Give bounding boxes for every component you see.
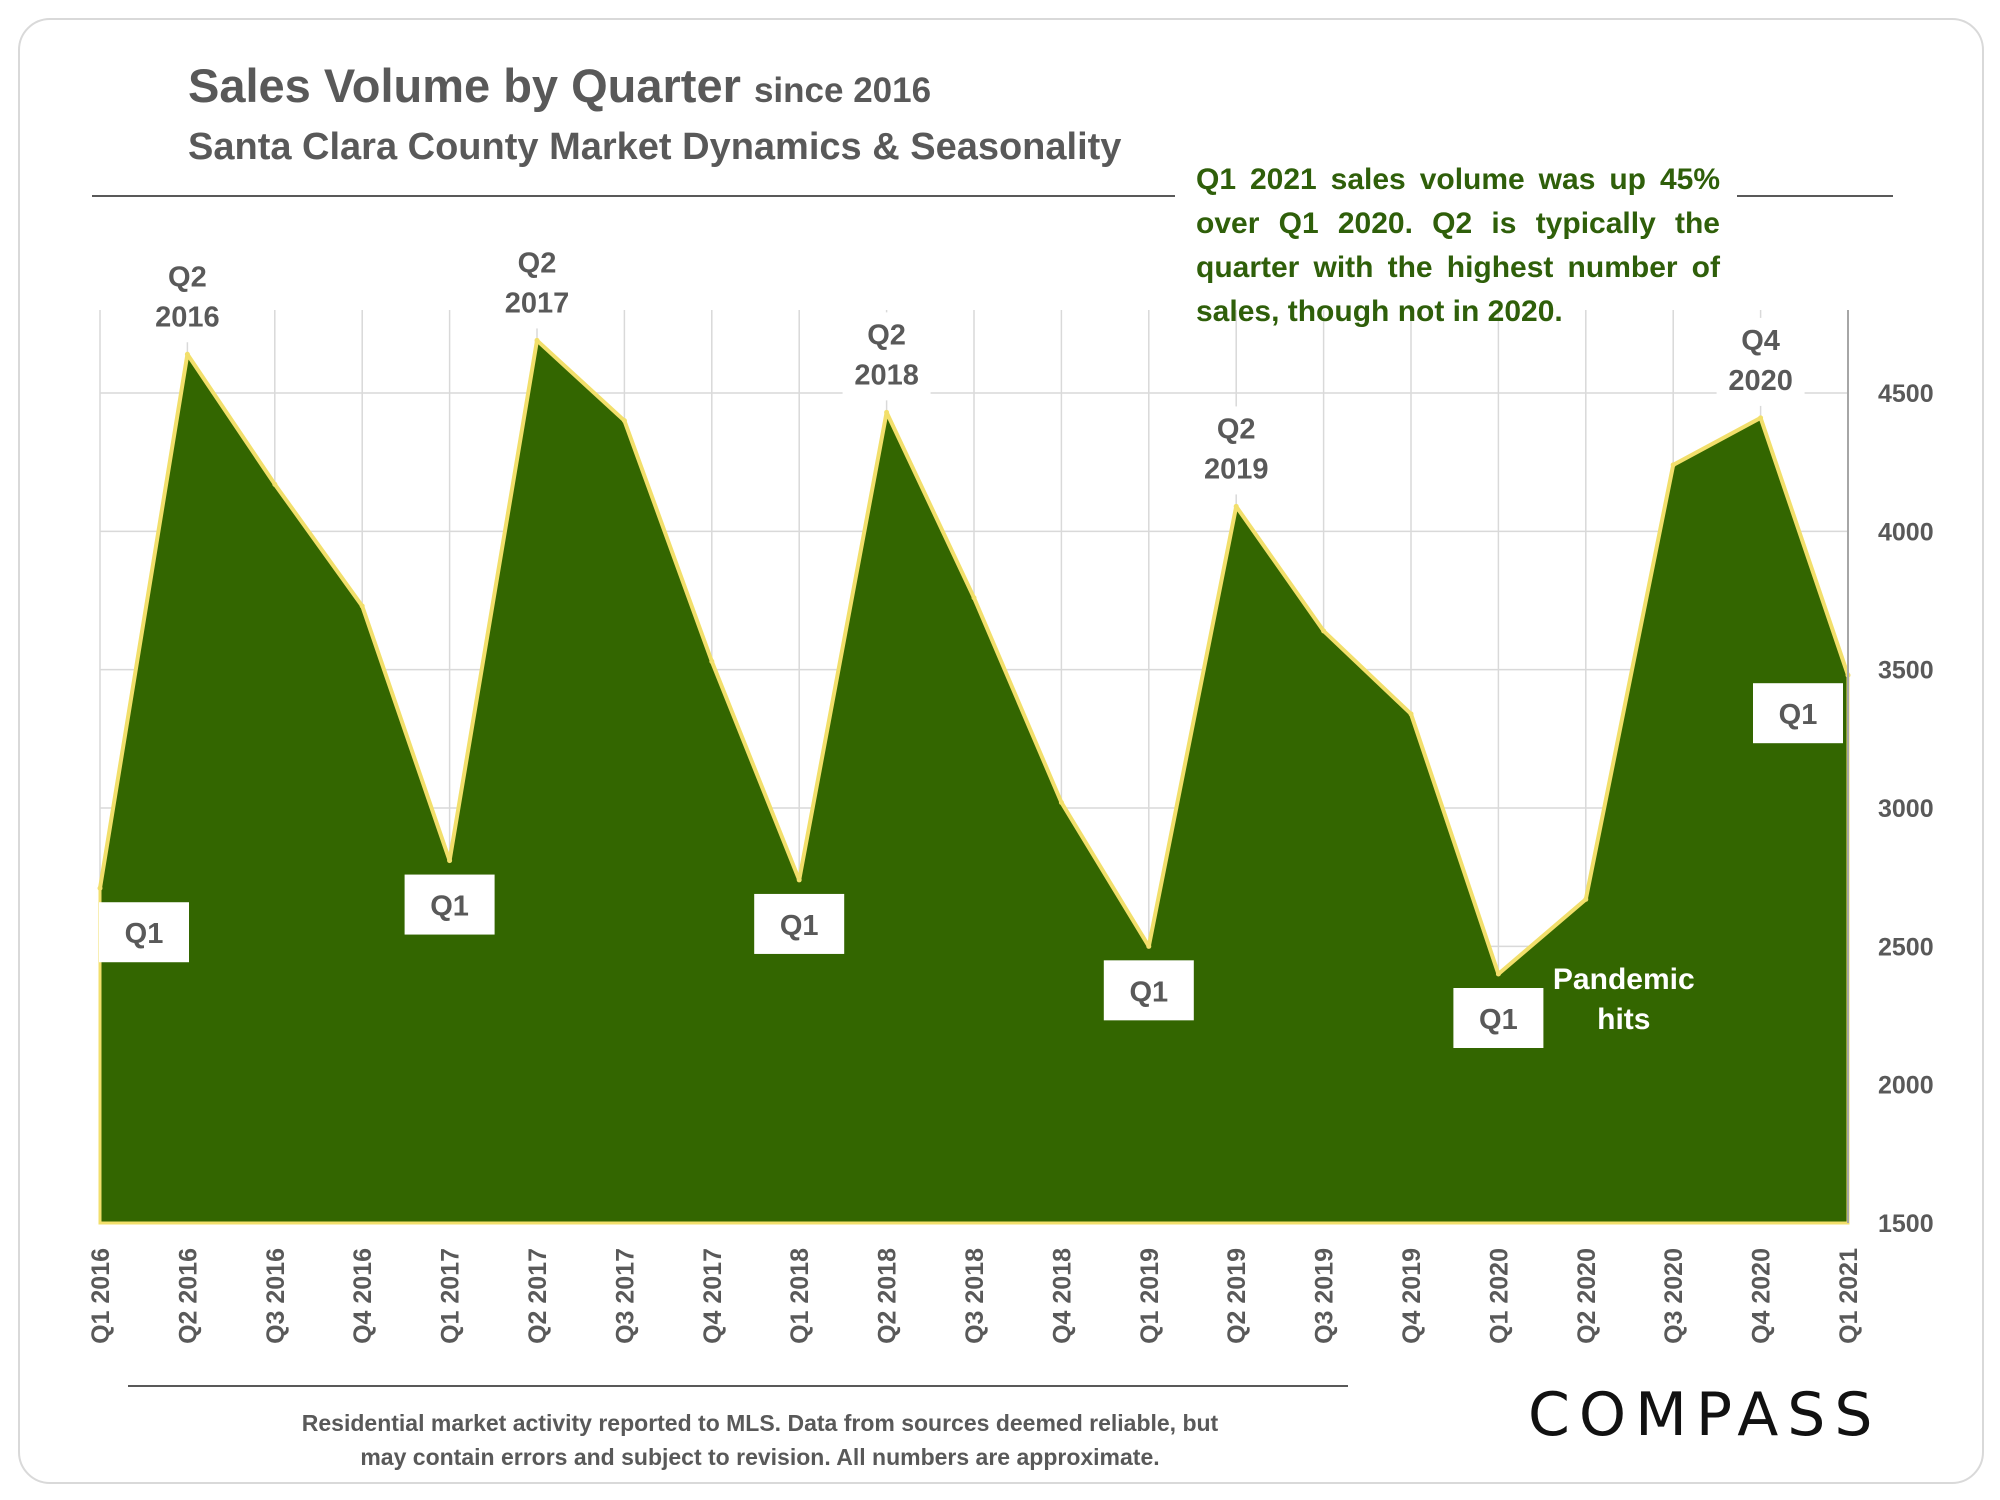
peak-label-bg — [493, 240, 581, 329]
y-tick-label: 3000 — [1878, 795, 1934, 823]
area-series — [100, 340, 1848, 1223]
footer-disclaimer: Residential market activity reported to … — [200, 1406, 1320, 1474]
peak-label-bg — [143, 254, 232, 343]
data-point — [884, 409, 890, 415]
data-point — [1583, 896, 1589, 902]
peak-label-bg — [842, 312, 931, 401]
y-tick-label: 1500 — [1878, 1210, 1934, 1238]
y-tick-label: 3500 — [1878, 657, 1934, 685]
peak-label: 2020 — [1728, 365, 1793, 397]
q1-label-box — [1103, 960, 1194, 1021]
x-tick-label: Q1 2018 — [786, 1248, 814, 1344]
x-tick-label: Q2 2016 — [174, 1248, 202, 1344]
x-tick-label: Q4 2019 — [1398, 1248, 1426, 1344]
data-point — [534, 337, 540, 343]
y-tick-label: 2500 — [1878, 933, 1934, 961]
x-tick-label: Q1 2019 — [1136, 1248, 1164, 1344]
x-tick-label: Q2 2020 — [1573, 1248, 1601, 1344]
q1-label: Q1 — [780, 910, 819, 942]
x-tick-label: Q3 2017 — [611, 1248, 639, 1344]
chart-note: Q1 2021 sales volume was up 45% over Q1 … — [1196, 163, 1720, 328]
data-point — [1058, 799, 1064, 805]
y-tick-label: 2000 — [1878, 1072, 1934, 1100]
compass-logo: COMPASS — [1528, 1380, 1882, 1450]
q1-label: Q1 — [1129, 976, 1168, 1008]
footer-line-2: may contain errors and subject to revisi… — [360, 1444, 1160, 1470]
x-tick-label: Q2 2017 — [524, 1248, 552, 1344]
q1-label: Q1 — [430, 891, 469, 923]
x-tick-label: Q1 2021 — [1835, 1248, 1863, 1344]
data-point — [272, 481, 278, 487]
peak-label-bg — [1192, 406, 1281, 495]
peak-label: Q2 — [1217, 413, 1256, 445]
footer-line-1: Residential market activity reported to … — [301, 1410, 1219, 1436]
data-point — [1233, 503, 1239, 509]
x-tick-label: Q2 2019 — [1223, 1248, 1251, 1344]
peak-label: 2016 — [155, 301, 220, 333]
q1-label: Q1 — [125, 918, 164, 950]
x-tick-label: Q4 2017 — [699, 1248, 727, 1344]
x-tick-label: Q4 2018 — [1048, 1248, 1076, 1344]
q1-label-box — [1453, 988, 1544, 1048]
data-point — [1408, 711, 1414, 717]
x-tick-label: Q3 2016 — [262, 1248, 290, 1344]
peak-label: 2017 — [505, 287, 570, 319]
chart-title: Sales Volume by Quarter since 2016 — [188, 59, 932, 112]
x-tick-label: Q1 2016 — [87, 1248, 115, 1344]
x-tick-label: Q4 2020 — [1748, 1248, 1776, 1344]
data-point — [971, 595, 977, 601]
q1-label: Q1 — [1779, 699, 1818, 731]
peak-label: 2019 — [1204, 453, 1269, 485]
peak-label-bg — [1716, 317, 1805, 406]
peak-label: Q2 — [168, 261, 207, 293]
pandemic-annotation: hits — [1597, 1003, 1650, 1036]
peak-label: Q2 — [518, 247, 557, 279]
q1-label-box — [1753, 683, 1843, 744]
x-tick-label: Q3 2019 — [1311, 1248, 1339, 1344]
q1-label-box — [404, 874, 495, 935]
x-tick-label: Q4 2016 — [349, 1248, 377, 1344]
q1-label-box — [754, 893, 845, 954]
peak-label: 2018 — [854, 359, 919, 391]
data-point — [1495, 971, 1501, 977]
data-point — [1670, 462, 1676, 468]
chart-subtitle: Santa Clara County Market Dynamics & Sea… — [188, 126, 1122, 168]
x-tick-label: Q3 2020 — [1660, 1248, 1688, 1344]
q1-label: Q1 — [1479, 1004, 1518, 1036]
data-point — [447, 858, 453, 864]
x-tick-label: Q1 2017 — [437, 1248, 465, 1344]
data-point — [621, 418, 627, 424]
data-point — [1758, 415, 1764, 421]
data-point — [709, 658, 715, 664]
peak-label: Q2 — [867, 319, 906, 351]
data-point — [184, 351, 190, 357]
data-point — [1321, 628, 1327, 634]
pandemic-annotation: Pandemic — [1553, 963, 1695, 996]
chart-title-suffix: since 2016 — [753, 71, 932, 110]
x-tick-label: Q2 2018 — [874, 1248, 902, 1344]
x-tick-label: Q1 2020 — [1485, 1248, 1513, 1344]
data-point — [1146, 943, 1152, 949]
peak-label: Q4 — [1741, 325, 1780, 357]
data-point — [97, 885, 103, 891]
y-tick-label: 4000 — [1878, 518, 1934, 546]
data-point — [359, 603, 365, 609]
x-tick-label: Q3 2018 — [961, 1248, 989, 1344]
data-point — [796, 877, 802, 883]
y-tick-label: 4500 — [1878, 380, 1934, 408]
q1-label-box — [99, 902, 189, 963]
